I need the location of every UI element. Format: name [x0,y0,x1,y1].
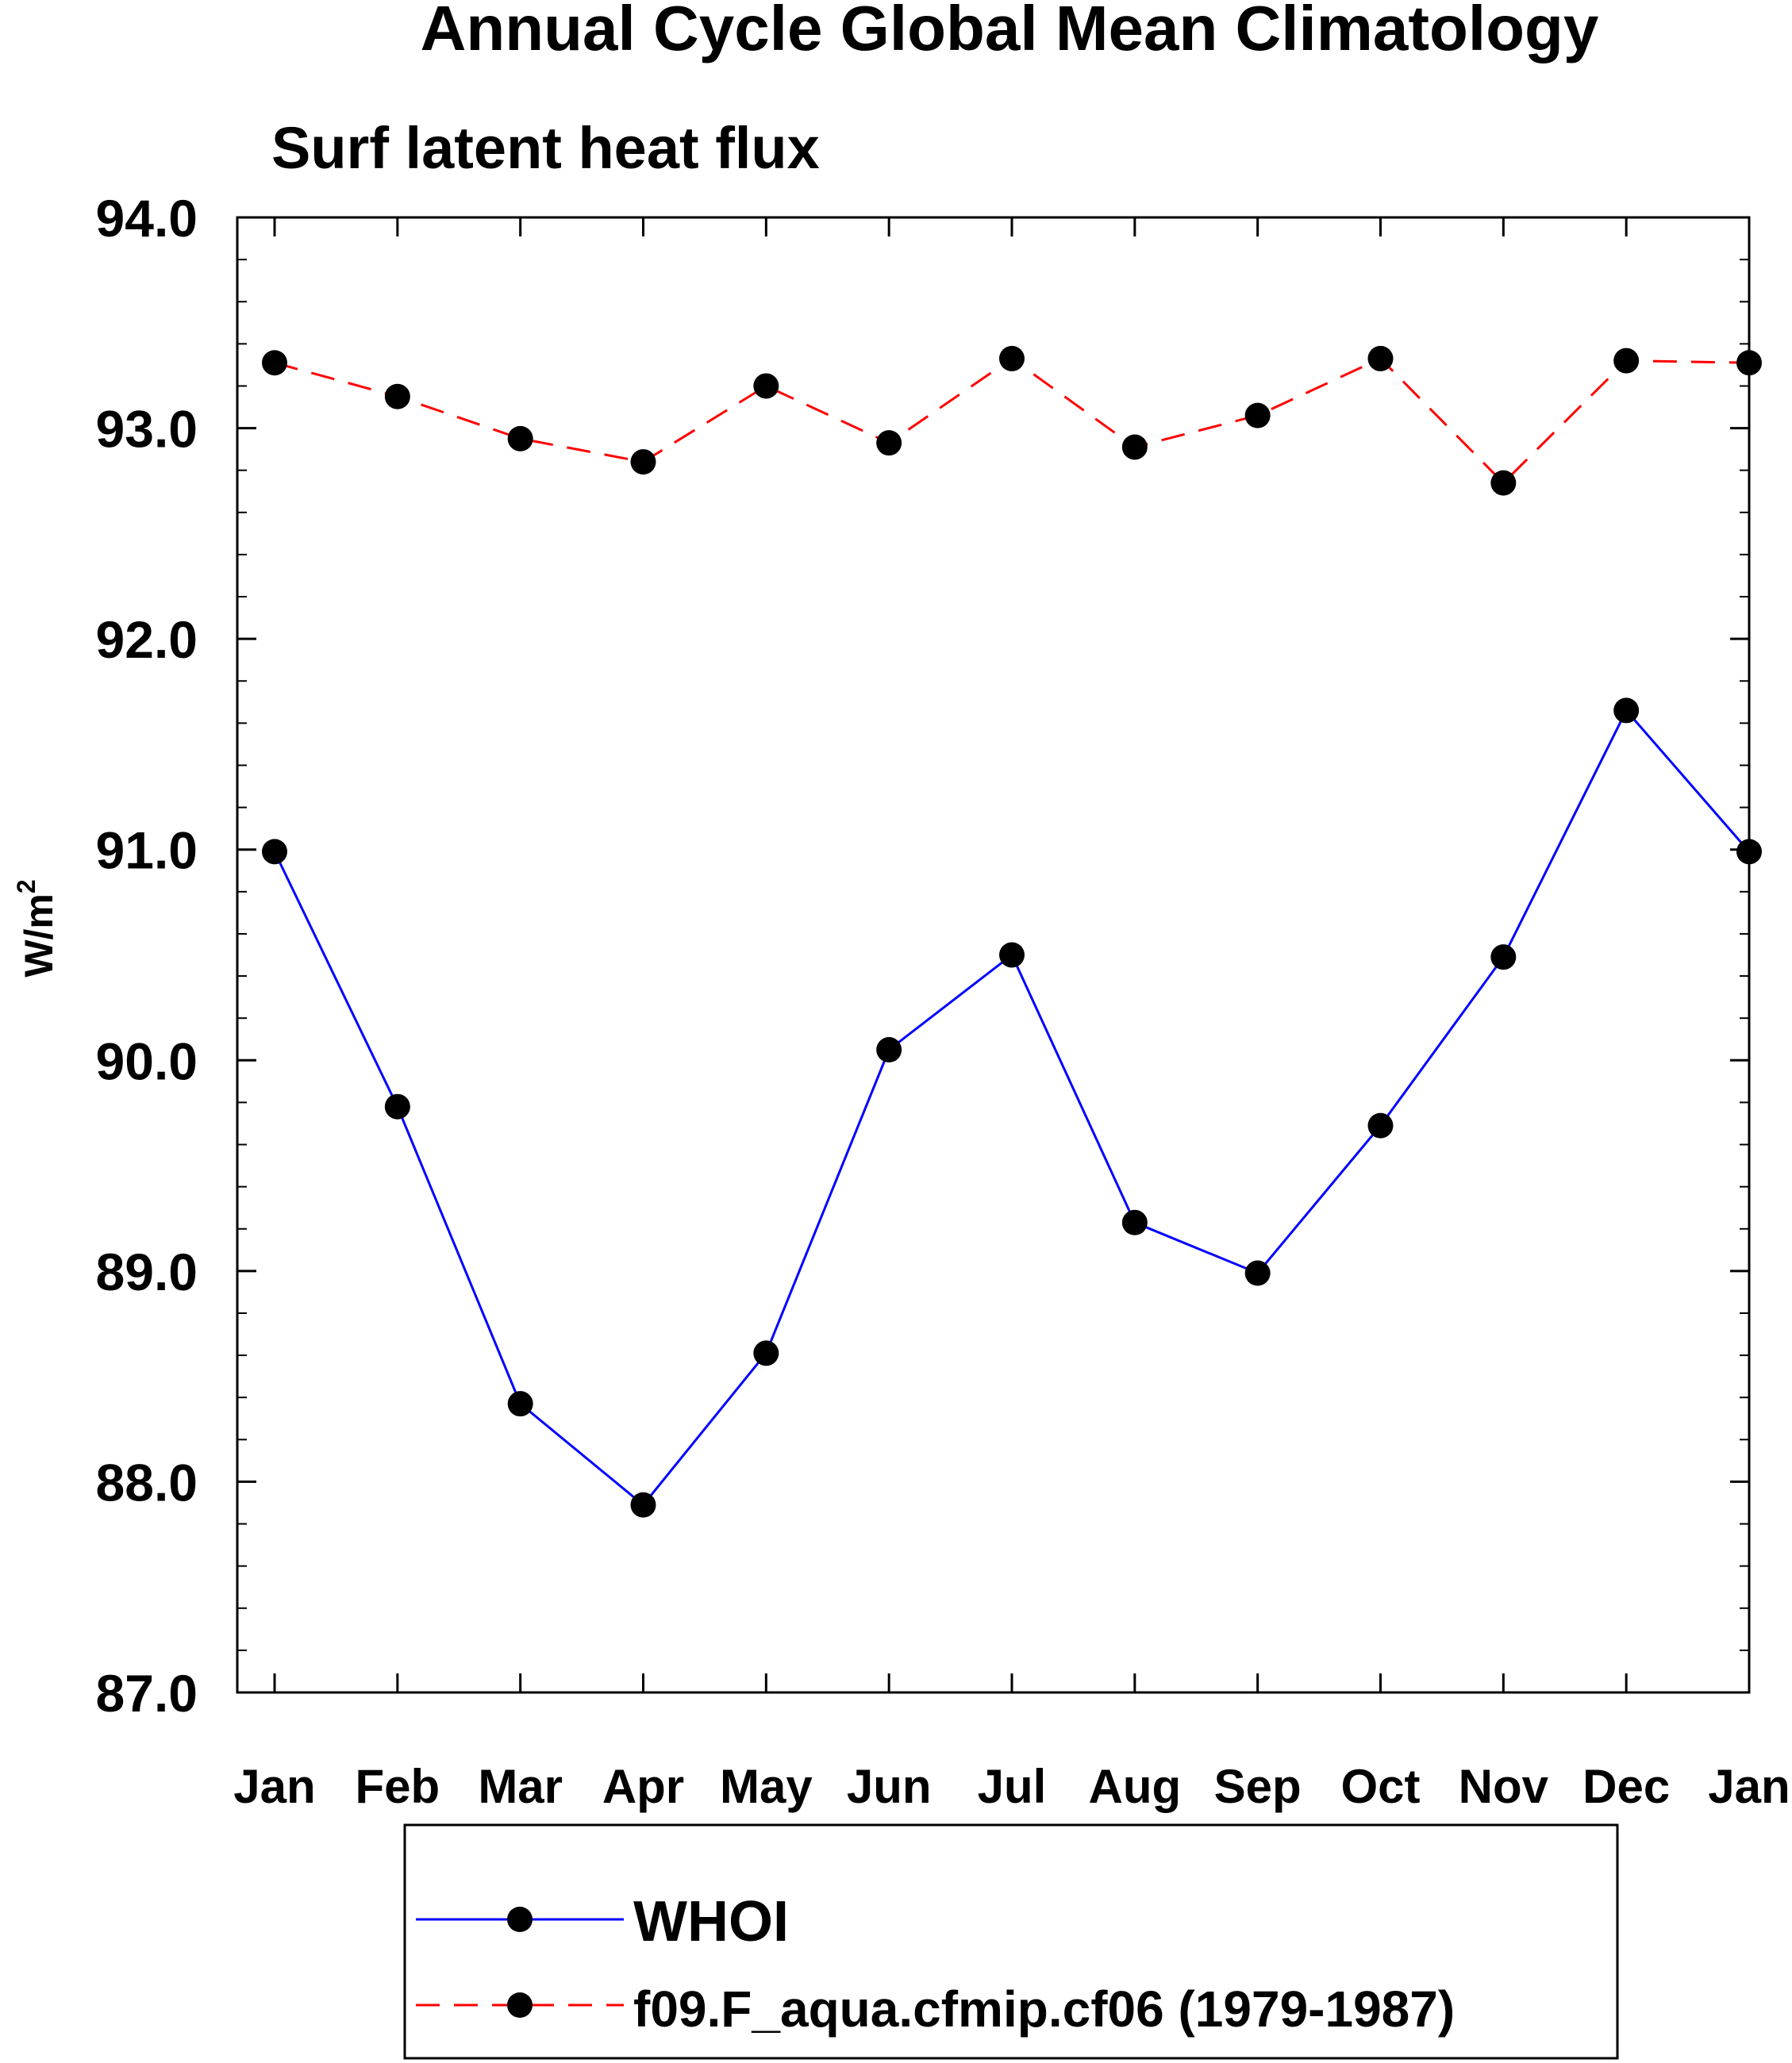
legend-box [403,1823,1619,2060]
series-0-point [1121,1209,1148,1235]
x-tick-label: Apr [602,1760,684,1813]
y-axis-label-text: W/m [17,893,61,978]
series-1-point [876,430,902,456]
series-1-point [1121,434,1148,460]
x-tick-label: May [720,1760,813,1813]
series-1-point [262,350,287,376]
series-0-point [753,1340,779,1366]
x-tick-label: Mar [478,1760,563,1813]
x-tick-label: Feb [355,1760,440,1813]
series-0-point [1613,697,1640,724]
x-tick-label: Jan [233,1760,315,1813]
y-tick-label: 90.0 [96,1032,198,1090]
y-tick-label: 92.0 [96,610,198,669]
series-0-point [1736,839,1762,865]
y-tick-label: 93.0 [96,400,198,459]
legend: WHOI f09.F_aqua.cfmip.cf06 (1979-1987) [403,1823,1619,2060]
series-1-point [999,345,1025,371]
series-1-point [384,383,410,409]
y-tick-label: 88.0 [96,1453,198,1512]
legend-label-model: f09.F_aqua.cfmip.cf06 (1979-1987) [633,1980,1455,2038]
series-0-point [999,942,1025,968]
legend-marker-model [507,1992,533,2018]
x-tick-label: Dec [1582,1760,1670,1813]
x-tick-label: Aug [1089,1760,1182,1813]
chart-subtitle: Surf latent heat flux [271,115,820,181]
x-tick-label: Jun [847,1760,932,1813]
series-1-point [630,449,656,475]
y-axis-label: W/m2 [12,879,61,977]
series-0-point [1244,1260,1271,1286]
y-tick-label: 94.0 [96,189,198,248]
legend-marker-whoi [507,1907,533,1932]
legend-label-whoi: WHOI [633,1890,789,1954]
series-0-point [1367,1112,1394,1139]
plot-frame [236,216,1751,1694]
svg-text:W/m2: W/m2 [12,879,61,977]
x-tick-label: Nov [1459,1760,1549,1813]
series-1-point [1490,470,1517,496]
x-tick-label: Sep [1214,1760,1302,1813]
x-tick-label: Oct [1340,1760,1420,1813]
series-1-point [1244,402,1271,428]
series-line-1 [274,357,1750,485]
x-tick-label: Jul [978,1760,1047,1813]
y-tick-label: 91.0 [96,821,198,880]
series-line-0 [273,708,1751,1507]
series-0-point [507,1391,533,1417]
series-1-point [507,425,533,451]
y-tick-label: 89.0 [96,1243,198,1301]
series-0-point [1490,944,1517,970]
series-0-point [876,1037,902,1063]
series-0-point [262,839,287,865]
series-1-point [1367,345,1394,371]
series-1-point [753,373,779,399]
x-tick-label: Jan [1708,1760,1790,1813]
series-1-point [1613,348,1640,374]
series-1-point [1736,350,1762,376]
series-0-point [384,1093,410,1120]
chart-title: Annual Cycle Global Mean Climatology [421,0,1599,63]
y-tick-label: 87.0 [96,1664,198,1723]
y-axis-label-superscript: 2 [12,879,40,893]
series-0-point [630,1492,656,1518]
